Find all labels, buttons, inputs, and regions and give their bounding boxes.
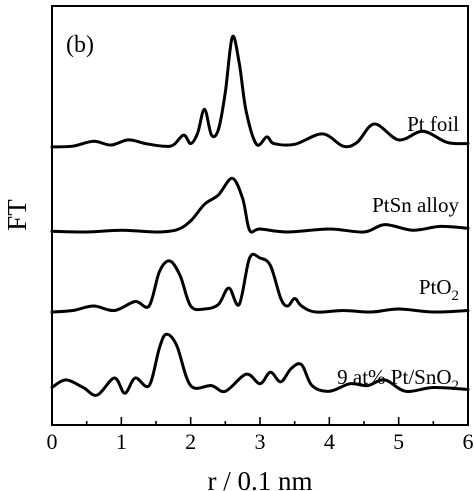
series-line-3	[50, 252, 470, 314]
y-axis-title: FT	[2, 199, 32, 231]
series-line-4	[50, 332, 470, 397]
series-label-2: PtSn alloy	[372, 193, 459, 217]
series-line-2	[50, 176, 470, 234]
series-label-4: 9 at% Pt/SnO2	[337, 365, 459, 394]
x-tick-label: 0	[47, 429, 58, 454]
x-tick-label: 5	[393, 429, 404, 454]
x-tick-label: 4	[324, 429, 335, 454]
x-tick-label: 6	[463, 429, 474, 454]
series-labels: Pt foil PtSn alloy PtO2 9 at% Pt/SnO2	[337, 112, 459, 394]
series-label-3: PtO2	[419, 275, 459, 304]
x-tick-label: 2	[185, 429, 196, 454]
x-axis-title: r / 0.1 nm	[208, 466, 313, 491]
series-curves	[50, 34, 470, 397]
series-label-1: Pt foil	[407, 112, 459, 136]
x-axis: 0 1 2 3 4 5 6	[47, 417, 474, 454]
x-tick-label: 1	[116, 429, 127, 454]
x-tick-label: 3	[255, 429, 266, 454]
series-line-1	[50, 34, 470, 149]
panel-label: (b)	[66, 32, 94, 58]
